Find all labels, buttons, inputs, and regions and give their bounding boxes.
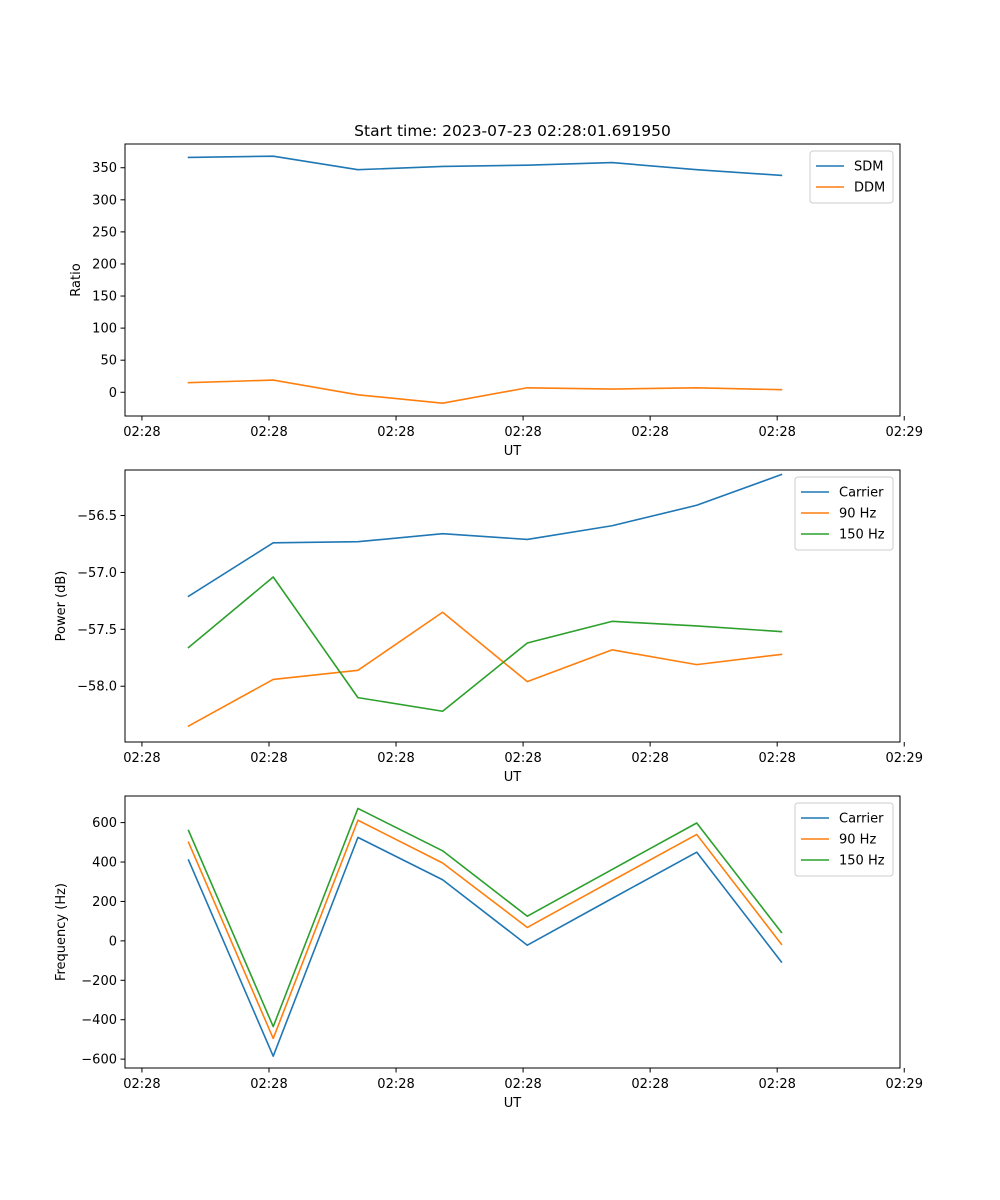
frequency-legend-label: 150 Hz [839,854,885,869]
frequency-x-tick-label: 02:28 [377,1077,414,1092]
frequency-y-tick-label: 600 [92,816,117,831]
power-y-tick-label: −57.5 [77,623,117,638]
power-x-tick-label: 02:28 [504,751,541,766]
ratio-series-line-ddm [187,379,783,404]
frequency-y-tick-label: 200 [92,895,117,910]
frequency-x-tick-label: 02:28 [631,1077,668,1092]
ratio-x-tick-label: 02:28 [631,425,668,440]
frequency-y-tick-label: 400 [92,856,117,871]
power-x-tick-label: 02:28 [631,751,668,766]
ratio-y-tick-label: 50 [100,354,117,369]
power-legend-label: 90 Hz [839,507,876,522]
frequency-x-tick-label: 02:28 [250,1077,287,1092]
ratio-legend: SDM DDM [809,150,894,204]
frequency-y-axis-label: Frequency (Hz) [54,883,69,981]
figure-title: Start time: 2023-07-23 02:28:01.691950 [354,122,671,140]
frequency-x-tick-label: 02:28 [504,1077,541,1092]
frequency-x-tick-label: 02:29 [886,1077,923,1092]
frequency-series-line-carrier [187,836,783,1057]
frequency-axes-frame [124,795,901,1069]
ratio-y-tick-label: 100 [92,322,117,337]
power-y-tick-label: −57.0 [77,566,117,581]
ratio-legend-label: SDM [854,160,883,175]
frequency-y-tick-label: −600 [81,1053,117,1068]
power-x-tick-label: 02:28 [377,751,414,766]
power-y-axis-label: Power (dB) [54,571,69,642]
ratio-y-tick-label: 200 [92,257,117,272]
frequency-x-axis-label: UT [504,1096,522,1111]
ratio-y-tick-label: 350 [92,161,117,176]
ratio-y-tick-label: 300 [92,193,117,208]
frequency-panel: 02:28 02:28 02:28 02:28 02:28 02:28 02:29 −600 −… [54,795,923,1111]
power-legend: Carrier 90 Hz 150 Hz [794,476,894,551]
frequency-y-tick-label: 0 [109,934,117,949]
ratio-y-tick-label: 0 [109,386,117,401]
frequency-series-line-90-hz [187,819,783,1040]
frequency-series-line-150-hz [187,807,783,1028]
power-y-tick-label: −58.0 [77,680,117,695]
ratio-legend-box [809,150,894,204]
power-legend-box [794,476,894,551]
ratio-y-axis-label: Ratio [69,263,84,296]
ratio-x-tick-label: 02:28 [123,425,160,440]
frequency-legend-label: Carrier [839,812,884,827]
frequency-y-tick-label: −400 [81,1013,117,1028]
ratio-panel: 02:28 02:28 02:28 02:28 02:28 02:28 02:29 0 50 10… [69,143,923,459]
power-series-line-carrier [187,473,783,598]
power-series-line-150-hz [187,576,783,713]
power-axes-frame [124,469,901,743]
power-x-tick-label: 02:28 [250,751,287,766]
ratio-y-tick-label: 250 [92,225,117,240]
power-x-tick-label: 02:29 [886,751,923,766]
frequency-legend-label: 90 Hz [839,833,876,848]
ratio-legend-label: DDM [854,181,885,196]
frequency-legend-box [794,802,894,877]
frequency-x-tick-label: 02:28 [758,1077,795,1092]
ratio-x-tick-label: 02:28 [377,425,414,440]
power-legend-label: Carrier [839,486,884,501]
power-x-axis-label: UT [504,770,522,785]
ratio-x-tick-label: 02:28 [758,425,795,440]
power-x-tick-label: 02:28 [123,751,160,766]
ratio-x-axis-label: UT [504,444,522,459]
frequency-x-tick-label: 02:28 [123,1077,160,1092]
power-series-line-90-hz [187,611,783,728]
power-y-tick-label: −56.5 [77,509,117,524]
power-panel: 02:28 02:28 02:28 02:28 02:28 02:28 02:29 −58.0… [54,469,923,785]
ratio-x-tick-label: 02:28 [250,425,287,440]
ratio-y-tick-label: 150 [92,290,117,305]
frequency-legend: Carrier 90 Hz 150 Hz [794,802,894,877]
power-x-tick-label: 02:28 [758,751,795,766]
ratio-x-tick-label: 02:28 [504,425,541,440]
ratio-x-tick-label: 02:29 [886,425,923,440]
ratio-axes-frame [124,143,901,417]
power-legend-label: 150 Hz [839,528,885,543]
frequency-y-tick-label: −200 [81,974,117,989]
ratio-series-line-sdm [187,155,783,177]
